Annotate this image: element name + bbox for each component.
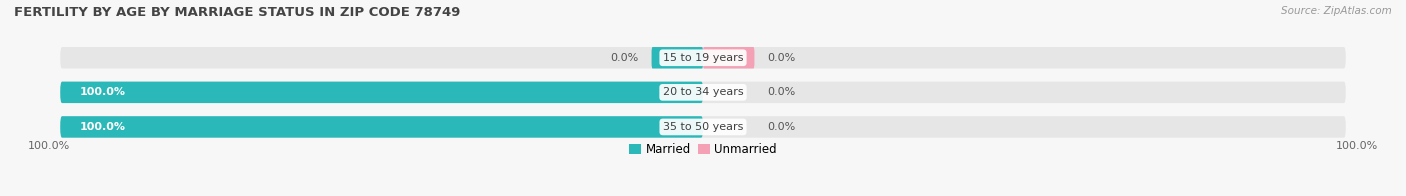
Legend: Married, Unmarried: Married, Unmarried [624,139,782,161]
Text: 15 to 19 years: 15 to 19 years [662,53,744,63]
Text: FERTILITY BY AGE BY MARRIAGE STATUS IN ZIP CODE 78749: FERTILITY BY AGE BY MARRIAGE STATUS IN Z… [14,6,460,19]
FancyBboxPatch shape [60,82,703,103]
FancyBboxPatch shape [60,82,1346,103]
Text: 20 to 34 years: 20 to 34 years [662,87,744,97]
FancyBboxPatch shape [703,47,755,68]
Text: 0.0%: 0.0% [768,122,796,132]
Text: 100.0%: 100.0% [28,141,70,151]
Text: 0.0%: 0.0% [768,53,796,63]
FancyBboxPatch shape [60,116,1346,138]
Text: 35 to 50 years: 35 to 50 years [662,122,744,132]
Text: 100.0%: 100.0% [80,122,125,132]
Text: Source: ZipAtlas.com: Source: ZipAtlas.com [1281,6,1392,16]
FancyBboxPatch shape [60,116,703,138]
Text: 0.0%: 0.0% [610,53,638,63]
FancyBboxPatch shape [60,47,1346,68]
Text: 0.0%: 0.0% [768,87,796,97]
FancyBboxPatch shape [651,47,703,68]
Text: 100.0%: 100.0% [80,87,125,97]
Text: 100.0%: 100.0% [1336,141,1378,151]
